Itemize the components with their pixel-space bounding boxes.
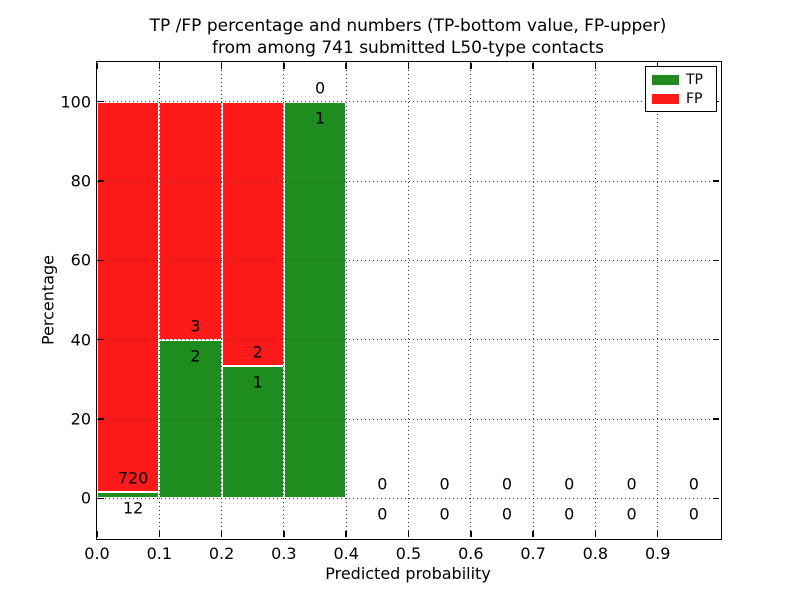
annotation-fp-count: 0 (377, 474, 388, 494)
bar-fp-segment (159, 101, 222, 340)
annotation-fp-count: 0 (626, 474, 637, 494)
bar-fp-segment (221, 101, 284, 367)
annotation-tp-count: 0 (439, 504, 450, 524)
y-tick-label: 60 (70, 250, 91, 270)
annotation-tp-count: 0 (688, 504, 699, 524)
annotation-fp-count: 0 (564, 474, 575, 494)
x-tick-label: 0.3 (271, 544, 297, 563)
annotation-fp-count: 0 (439, 474, 450, 494)
x-tick-mark-top (470, 63, 472, 69)
y-tick-mark-left (98, 338, 104, 341)
legend-entry-fp: FP (652, 92, 710, 106)
tp-legend-swatch (652, 74, 679, 85)
x-tick-label: 0.0 (84, 544, 110, 563)
annotation-fp-count: 0 (688, 474, 699, 494)
annotation-fp-count: 720 (117, 468, 149, 488)
legend: TP FP (645, 66, 717, 112)
y-tick-mark-right (713, 418, 719, 420)
bar-fp-segment (97, 101, 160, 492)
x-tick-label: 0.9 (644, 544, 671, 563)
x-tick-mark-top (407, 63, 410, 69)
gridline-vertical (221, 62, 223, 538)
x-tick-mark-bottom (345, 531, 347, 537)
x-tick-mark-bottom (407, 531, 410, 537)
y-tick-mark-left (98, 100, 104, 103)
x-tick-mark-top (594, 63, 597, 69)
x-tick-label: 0.8 (582, 544, 609, 563)
y-tick-mark-left (98, 180, 104, 182)
x-tick-mark-top (96, 63, 98, 69)
y-tick-mark-left (98, 259, 104, 262)
y-tick-mark-left (98, 418, 104, 420)
x-tick-mark-bottom (283, 531, 285, 537)
annotation-fp-count: 2 (252, 342, 263, 362)
x-tick-label: 0.5 (395, 544, 422, 563)
annotation-fp-count: 0 (501, 474, 513, 494)
gridline-vertical (532, 62, 534, 538)
x-tick-mark-bottom (158, 531, 161, 537)
x-axis-label: Predicted probability (325, 564, 491, 583)
annotation-fp-count: 0 (314, 78, 326, 98)
annotation-tp-count: 0 (377, 504, 388, 524)
y-tick-label: 20 (70, 409, 91, 429)
y-tick-mark-left (98, 497, 104, 500)
gridline-vertical (657, 62, 659, 538)
y-tick-label: 100 (60, 92, 91, 112)
annotation-tp-count: 0 (564, 504, 575, 524)
y-tick-label: 40 (70, 330, 91, 350)
x-tick-mark-top (345, 63, 347, 69)
x-tick-mark-bottom (532, 531, 534, 537)
annotation-tp-count: 2 (190, 346, 201, 366)
annotation-tp-count: 0 (501, 504, 513, 524)
x-tick-label: 0.7 (520, 544, 546, 563)
gridline-vertical (594, 62, 596, 538)
x-tick-mark-bottom (96, 531, 98, 537)
fp-legend-swatch (652, 93, 679, 104)
gridline-vertical (345, 62, 347, 538)
fp-legend-label: FP (686, 90, 703, 107)
x-tick-mark-top (220, 63, 223, 69)
x-tick-mark-top (158, 63, 161, 69)
gridline-vertical (283, 62, 285, 538)
x-tick-mark-bottom (656, 531, 659, 537)
gridline-vertical (158, 62, 160, 538)
gridline-vertical (408, 62, 409, 538)
x-tick-mark-bottom (594, 531, 597, 537)
y-tick-mark-right (713, 259, 719, 262)
y-tick-mark-right (713, 497, 719, 500)
gridline-vertical (470, 62, 472, 538)
y-axis-label: Percentage (38, 254, 58, 346)
x-tick-label: 0.4 (333, 544, 359, 563)
annotation-fp-count: 3 (190, 316, 201, 336)
y-tick-mark-right (713, 338, 719, 341)
annotation-tp-count: 1 (252, 372, 263, 392)
bar-tp-segment (221, 366, 284, 499)
y-tick-label: 80 (70, 171, 91, 191)
annotation-tp-count: 12 (122, 498, 144, 518)
annotation-tp-count: 1 (314, 108, 326, 128)
y-tick-label: 0 (80, 488, 91, 508)
x-tick-mark-top (532, 63, 534, 69)
legend-entry-tp: TP (652, 73, 710, 87)
chart-title-line-1: TP /FP percentage and numbers (TP-bottom… (149, 16, 667, 36)
x-tick-mark-bottom (220, 531, 223, 537)
bar-tp-segment (283, 101, 347, 499)
chart-title-line-2: from among 741 submitted L50-type contac… (212, 38, 604, 58)
y-tick-mark-right (713, 180, 719, 182)
x-tick-mark-top (283, 63, 285, 69)
x-tick-label: 0.2 (208, 544, 235, 563)
annotation-tp-count: 0 (626, 504, 637, 524)
x-tick-label: 0.6 (458, 544, 484, 563)
tp-legend-label: TP (686, 71, 703, 88)
x-tick-label: 0.1 (146, 544, 173, 563)
x-tick-mark-bottom (470, 531, 472, 537)
